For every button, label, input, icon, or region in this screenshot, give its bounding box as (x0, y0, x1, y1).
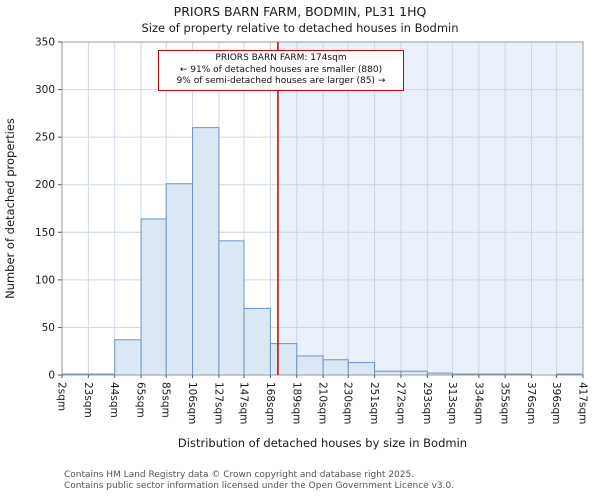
svg-text:23sqm: 23sqm (82, 382, 94, 418)
footer-line-1: Contains HM Land Registry data © Crown c… (64, 470, 415, 480)
svg-text:168sqm: 168sqm (264, 382, 276, 424)
svg-text:100: 100 (35, 274, 55, 286)
x-axis-title: Distribution of detached houses by size … (177, 436, 468, 450)
svg-text:251sqm: 251sqm (368, 382, 380, 424)
svg-text:127sqm: 127sqm (212, 382, 224, 424)
svg-text:150: 150 (35, 227, 55, 239)
svg-text:Number of detached properties: Number of detached properties (3, 118, 17, 299)
svg-text:376sqm: 376sqm (525, 382, 537, 424)
svg-text:0: 0 (48, 370, 55, 382)
chart-subtitle: Size of property relative to detached ho… (141, 21, 459, 35)
svg-text:350: 350 (35, 37, 55, 49)
svg-text:44sqm: 44sqm (108, 382, 120, 418)
svg-text:230sqm: 230sqm (342, 382, 354, 424)
svg-text:293sqm: 293sqm (421, 382, 433, 424)
svg-text:189sqm: 189sqm (290, 382, 302, 424)
svg-text:85sqm: 85sqm (160, 382, 172, 418)
svg-text:355sqm: 355sqm (499, 382, 511, 424)
marker-annotation: PRIORS BARN FARM: 174sqm ← 91% of detach… (158, 50, 404, 92)
svg-text:417sqm: 417sqm (577, 382, 589, 424)
annotation-smaller-stat: ← 91% of detached houses are smaller (88… (179, 64, 383, 75)
svg-text:210sqm: 210sqm (317, 382, 329, 424)
svg-text:65sqm: 65sqm (135, 382, 147, 418)
svg-text:106sqm: 106sqm (186, 382, 198, 424)
annotation-larger-stat: 9% of semi-detached houses are larger (8… (176, 76, 386, 87)
svg-text:2sqm: 2sqm (56, 382, 68, 411)
chart-title: PRIORS BARN FARM, BODMIN, PL31 1HQ (173, 4, 427, 19)
footer-line-2: Contains public sector information licen… (64, 481, 455, 491)
svg-text:200: 200 (35, 179, 55, 191)
svg-text:396sqm: 396sqm (550, 382, 562, 424)
svg-text:147sqm: 147sqm (238, 382, 250, 424)
svg-text:272sqm: 272sqm (394, 382, 406, 424)
svg-text:313sqm: 313sqm (446, 382, 458, 424)
annotation-property-label: PRIORS BARN FARM: 174sqm (215, 53, 347, 63)
svg-text:50: 50 (42, 322, 55, 334)
svg-text:250: 250 (35, 132, 55, 144)
svg-text:300: 300 (35, 84, 55, 96)
svg-text:334sqm: 334sqm (472, 382, 484, 424)
